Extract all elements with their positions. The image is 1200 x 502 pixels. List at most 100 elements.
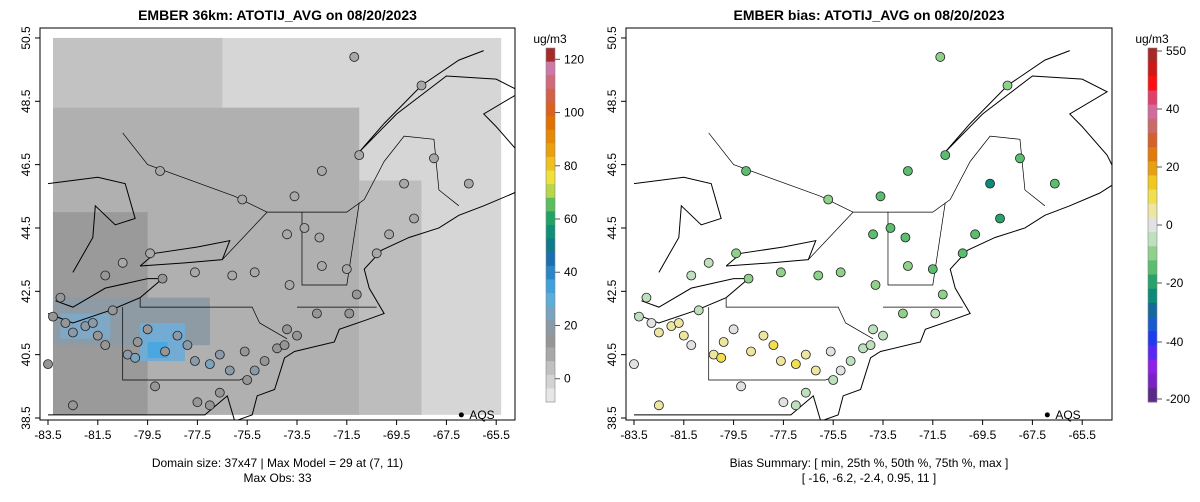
colorbar-tick-label: -20 (1166, 276, 1184, 290)
station-marker (823, 194, 834, 205)
colorbar-swatch (546, 143, 555, 158)
lake-shore (633, 176, 722, 273)
colorbar-swatch (546, 293, 555, 308)
y-tick-label: 48.5 (19, 89, 33, 113)
colorbar-tick-label: 120 (564, 52, 584, 66)
x-tick-label: -81.5 (84, 428, 112, 442)
colorbar-frame (545, 47, 556, 403)
legend-label: AQS (1055, 408, 1080, 422)
colorbar-swatch (546, 197, 555, 212)
x-tick-label: -69.5 (383, 428, 411, 442)
station-marker (743, 273, 754, 284)
colorbar-swatch (1148, 147, 1157, 162)
y-tick-label: 44.5 (19, 216, 33, 240)
colorbar-swatch (546, 61, 555, 76)
station-marker (192, 397, 203, 408)
station-marker (1049, 178, 1060, 189)
model-grid-cell-block (52, 37, 223, 108)
colorbar-swatch (546, 88, 555, 103)
station-marker (778, 397, 789, 408)
chart-title: EMBER 36km: ATOTIJ_AVG on 08/20/2023 (138, 7, 417, 23)
colorbar-swatch (546, 129, 555, 144)
station-marker (463, 178, 474, 189)
station-marker (292, 330, 302, 341)
station-marker (678, 330, 689, 341)
y-tick-label: 46.5 (605, 153, 619, 177)
colorbar-swatch (1148, 345, 1157, 361)
colorbar-swatch (546, 252, 555, 267)
station-marker (100, 340, 111, 351)
x-tick-label: -71.5 (333, 428, 361, 442)
legend-marker (458, 412, 464, 418)
state-border (725, 297, 874, 340)
footer-text: [ -16, -6.2, -2.4, 0.95, 11 ] (802, 471, 937, 485)
station-marker (845, 356, 856, 366)
station-marker (835, 365, 846, 376)
colorbar-swatch (1148, 189, 1157, 205)
x-tick-label: -83.5 (620, 428, 648, 442)
station-marker (284, 280, 295, 290)
station-marker (970, 229, 981, 240)
station-marker (68, 400, 78, 411)
y-tick-label: 50.5 (605, 26, 619, 50)
colorbar-tick-label: -200 (1166, 392, 1190, 406)
chart-title: EMBER bias: ATOTIJ_AVG on 08/20/2023 (733, 7, 1004, 23)
station-marker (800, 387, 811, 398)
colorbar-tick-label: 0 (564, 372, 571, 386)
station-marker (736, 381, 746, 392)
station-marker (354, 150, 365, 161)
colorbar-swatch (1148, 104, 1157, 120)
station-marker (160, 346, 170, 357)
colorbar-tick-label: 40 (1166, 102, 1180, 116)
station-marker (634, 311, 644, 322)
y-tick-label: 46.5 (19, 153, 33, 177)
station-marker (55, 292, 66, 303)
station-marker (87, 318, 98, 328)
legend-marker (1044, 412, 1050, 418)
station-marker (758, 330, 769, 341)
station-marker (813, 270, 824, 281)
colorbar-swatch (1148, 317, 1157, 332)
station-marker (92, 330, 103, 341)
state-border (808, 135, 1046, 260)
station-marker (898, 308, 908, 319)
x-tick-label: -75.5 (234, 428, 262, 442)
station-marker (900, 232, 911, 243)
station-marker (227, 270, 238, 281)
colorbar-swatch (546, 306, 555, 321)
x-tick-label: -71.5 (919, 428, 947, 442)
colorbar-swatch (546, 265, 555, 280)
station-marker (316, 166, 327, 176)
station-marker (239, 346, 250, 357)
colorbar-swatch (1148, 62, 1157, 77)
station-marker (768, 340, 779, 351)
colorbar-unit: ug/m3 (533, 32, 567, 46)
lake-shore (139, 239, 231, 267)
station-marker (693, 305, 704, 316)
station-marker (68, 327, 78, 338)
colorbar-swatch (546, 225, 555, 240)
station-marker (416, 80, 427, 91)
x-tick-label: -67.5 (433, 428, 461, 442)
station-marker (132, 337, 143, 347)
station-marker (828, 375, 839, 385)
colorbar-swatch (546, 361, 555, 376)
colorbar-swatch (546, 279, 555, 294)
colorbar-swatch (1148, 331, 1157, 346)
station-marker (875, 191, 886, 202)
station-marker (654, 400, 664, 411)
colorbar-swatch (1148, 232, 1157, 247)
station-marker (731, 248, 741, 259)
colorbar-swatch (546, 48, 555, 63)
colorbar-swatch (546, 320, 555, 335)
colorbar-unit: ug/m3 (1135, 32, 1169, 46)
colorbar-swatch (1148, 302, 1157, 318)
station-marker (344, 308, 355, 319)
station-marker (937, 289, 948, 300)
station-marker (1015, 153, 1025, 164)
station-marker (703, 257, 714, 268)
station-marker (776, 356, 786, 366)
y-tick-label: 38.5 (605, 406, 619, 430)
colorbar-swatch (1148, 161, 1157, 176)
station-marker (409, 213, 419, 224)
